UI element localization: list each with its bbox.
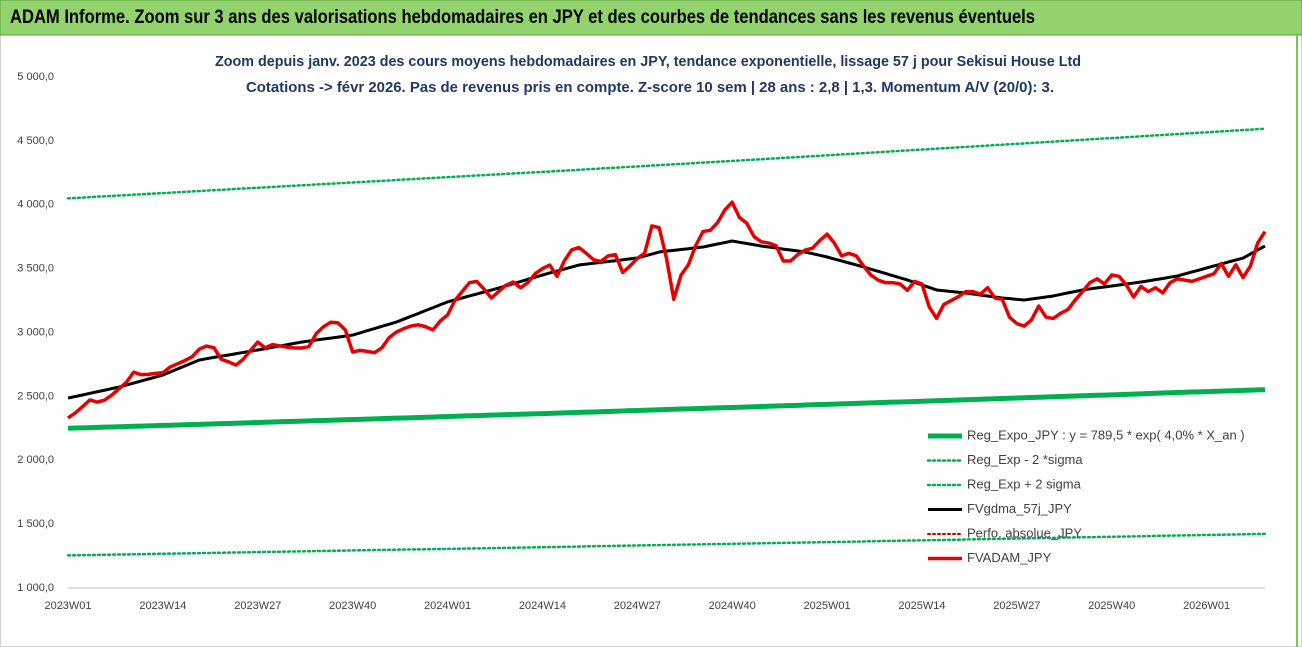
- series-line: [67, 387, 1266, 431]
- x-tick-label: 2023W27: [234, 600, 281, 612]
- series-line: [67, 200, 1267, 420]
- x-tick-label: 2024W27: [614, 600, 661, 612]
- y-tick-label: 4 000,0: [17, 199, 54, 211]
- x-tick-label: 2023W40: [329, 600, 376, 612]
- x-tick-label: 2024W40: [709, 600, 756, 612]
- legend-label: Reg_Exp - 2 *sigma: [967, 452, 1083, 467]
- legend-label: FVgdma_57j_JPY: [967, 501, 1072, 516]
- legend-label: Perfo. absolue_JPY: [967, 525, 1082, 540]
- header-title: ADAM Informe. Zoom sur 3 ans des valoris…: [10, 7, 1035, 28]
- series-line: [66, 532, 1267, 557]
- y-tick-label: 4 500,0: [17, 135, 54, 147]
- header-bar: [0, 0, 1302, 36]
- y-tick-label: 1 500,0: [17, 518, 54, 530]
- y-tick-label: 2 000,0: [17, 454, 54, 466]
- series-line: [66, 127, 1267, 200]
- chart-subtitle: Cotations -> févr 2026. Pas de revenus p…: [246, 79, 1054, 96]
- x-tick-label: 2026W01: [1183, 600, 1230, 612]
- legend-label: Reg_Exp + 2 sigma: [967, 476, 1082, 491]
- legend-label: FVADAM_JPY: [967, 550, 1052, 565]
- x-tick-label: 2025W40: [1088, 600, 1135, 612]
- x-tick-label: 2024W01: [424, 600, 471, 612]
- y-tick-label: 2 500,0: [17, 390, 54, 402]
- legend-box: [922, 424, 1290, 572]
- y-tick-label: 3 500,0: [17, 263, 54, 275]
- y-tick-label: 3 000,0: [17, 326, 54, 338]
- legend-label: Reg_Expo_JPY : y = 789,5 * exp( 4,0% * X…: [967, 427, 1245, 442]
- x-tick-label: 2025W27: [993, 600, 1040, 612]
- x-tick-label: 2025W14: [898, 600, 945, 612]
- y-tick-label: 5 000,0: [17, 71, 54, 83]
- x-tick-label: 2023W01: [44, 600, 91, 612]
- x-tick-label: 2023W14: [139, 600, 186, 612]
- x-tick-label: 2025W01: [804, 600, 851, 612]
- x-tick-label: 2024W14: [519, 600, 566, 612]
- y-tick-label: 1 000,0: [17, 582, 54, 594]
- chart-title: Zoom depuis janv. 2023 des cours moyens …: [215, 53, 1081, 70]
